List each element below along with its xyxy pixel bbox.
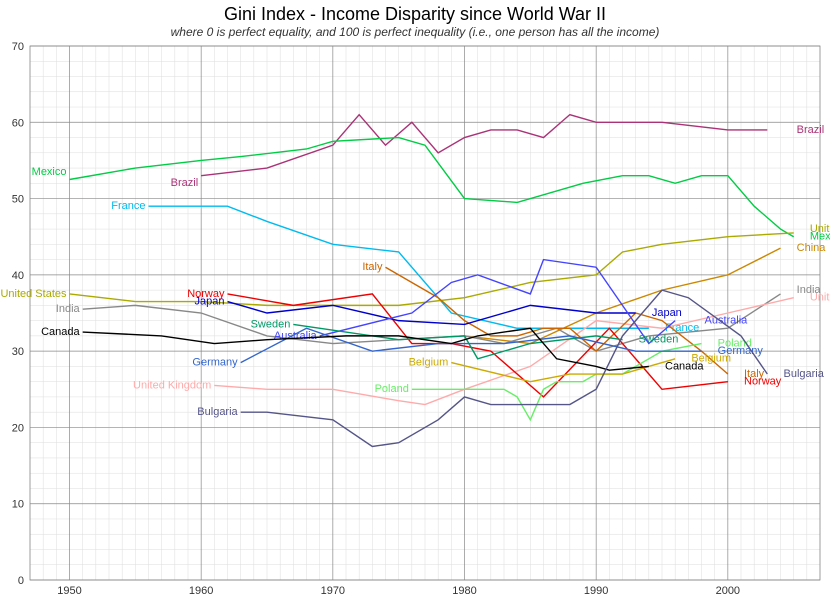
x-tick-label: 2000 xyxy=(716,585,740,597)
y-tick-label: 60 xyxy=(12,117,24,129)
series-label-end: Canada xyxy=(665,360,704,372)
series-label-start: Canada xyxy=(41,326,80,338)
x-tick-label: 1990 xyxy=(584,585,608,597)
series-label-end: Brazil xyxy=(797,124,825,136)
y-tick-label: 10 xyxy=(12,499,24,511)
series-label-start: Sweden xyxy=(251,318,291,330)
series-label-end: United States xyxy=(810,223,830,235)
series-label-start: United States xyxy=(0,288,67,300)
series-label-start: Japan xyxy=(195,295,225,307)
x-tick-label: 1970 xyxy=(321,585,345,597)
series-label-start: France xyxy=(111,200,145,212)
x-tick-label: 1980 xyxy=(452,585,476,597)
chart-svg: 0 10 20 30 40 50 60 70 1950 1960 1970 1980 1990 2000 B… xyxy=(0,0,830,600)
series-label-end: United Kingdom xyxy=(810,292,830,304)
series-label-end: Bulgaria xyxy=(784,368,825,380)
grid-minor xyxy=(30,46,820,580)
series-label-start: India xyxy=(56,303,81,315)
chart-subtitle: where 0 is perfect equality, and 100 is … xyxy=(171,25,660,39)
series-label-end: Japan xyxy=(652,307,682,319)
series-label-start: Bulgaria xyxy=(197,406,238,418)
y-tick-label: 70 xyxy=(12,41,24,53)
series-label-start: Mexico xyxy=(32,166,67,178)
series-label-end: Germany xyxy=(718,345,764,357)
series-label-start: Poland xyxy=(375,383,409,395)
y-tick-label: 40 xyxy=(12,270,24,282)
series-label-end: Sweden xyxy=(639,334,679,346)
chart-container: 0 10 20 30 40 50 60 70 1950 1960 1970 1980 1990 2000 B… xyxy=(0,0,830,600)
y-tick-label: 50 xyxy=(12,194,24,206)
series-label-start: Brazil xyxy=(171,177,199,189)
y-tick-label: 0 xyxy=(18,575,24,587)
series-label-end: China xyxy=(797,242,827,254)
series-label-start: Belgium xyxy=(409,356,449,368)
series-label-start: Italy xyxy=(362,261,383,273)
y-tick-label: 20 xyxy=(12,422,24,434)
series-label-start: Germany xyxy=(192,356,238,368)
x-tick-label: 1950 xyxy=(57,585,81,597)
x-tick-label: 1960 xyxy=(189,585,213,597)
chart-title: Gini Index - Income Disparity since Worl… xyxy=(224,4,606,24)
series-label-start: United Kingdom xyxy=(133,379,211,391)
series-label-start: Australia xyxy=(274,330,318,342)
series-label-end: Norway xyxy=(744,376,782,388)
y-tick-label: 30 xyxy=(12,346,24,358)
